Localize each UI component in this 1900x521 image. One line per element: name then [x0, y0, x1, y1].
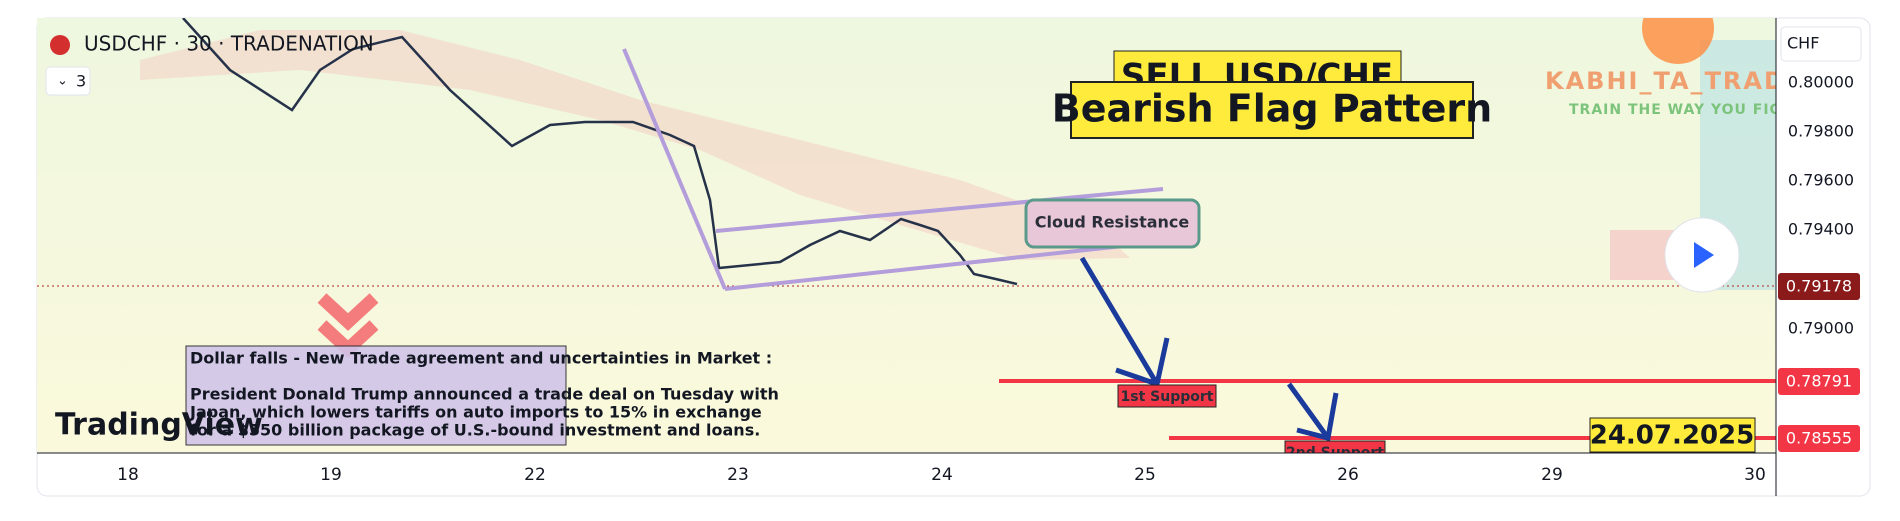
- news-box: [185, 345, 567, 446]
- flag-lower: [724, 239, 1170, 291]
- arrow-head: [1296, 392, 1339, 442]
- plot-layer: Cloud Resistance 1st Support 2nd Support…: [37, 18, 1786, 461]
- title-box: [1070, 81, 1474, 139]
- label-box: [1117, 384, 1217, 408]
- price-label: 0.79400: [1788, 220, 1854, 239]
- date-label: 18: [117, 465, 139, 485]
- level-price: 0.78791: [1786, 372, 1852, 391]
- flag-upper: [715, 187, 1164, 233]
- label-box: [1284, 440, 1386, 453]
- date-text: 24.07.2025: [1590, 421, 1754, 451]
- date-box: [1589, 417, 1756, 453]
- flag-pole: [622, 48, 727, 290]
- indicator-toggle[interactable]: [45, 66, 91, 96]
- arrow: [1286, 382, 1331, 440]
- date-labels: 18 19 22 23 24 25 26 29 30: [117, 465, 1766, 485]
- price-label: 0.79000: [1788, 319, 1854, 338]
- date-label: 26: [1337, 465, 1359, 485]
- current-price: 0.79178: [1786, 277, 1852, 296]
- tradingview-logo: TradingView: [55, 408, 263, 443]
- price-line: [182, 18, 1018, 286]
- price-tag: [1778, 273, 1860, 300]
- arrow: [1079, 256, 1160, 386]
- price-tag: [1778, 368, 1860, 395]
- date-label: 25: [1134, 465, 1156, 485]
- toggle-icon[interactable]: ⌄: [57, 74, 68, 89]
- symbol[interactable]: USDCHF · 30 · TRADENATION: [84, 32, 374, 56]
- price-label: 0.79600: [1788, 171, 1854, 190]
- arrow-head: [1115, 337, 1170, 388]
- price-label: 0.79800: [1788, 122, 1854, 141]
- date-label: 30: [1744, 465, 1766, 485]
- support-label: 1st Support: [1121, 389, 1214, 405]
- callout-text: Cloud Resistance: [1035, 213, 1190, 232]
- date-label: 29: [1541, 465, 1563, 485]
- play-icon[interactable]: [1694, 242, 1714, 268]
- news-line: President Donald Trump announced a trade…: [190, 385, 779, 404]
- flag-icon: [50, 35, 70, 55]
- date-label: 23: [727, 465, 749, 485]
- date-label: 22: [524, 465, 546, 485]
- currency-button[interactable]: [1780, 26, 1862, 62]
- support-label: 2nd Support: [1286, 445, 1384, 461]
- tagline: TRAIN THE WAY YOU FIG: [1569, 102, 1782, 118]
- currency[interactable]: CHF: [1787, 34, 1819, 53]
- date-label: 24: [931, 465, 953, 485]
- price-tag: [1778, 425, 1860, 452]
- brand-logo: [1642, 18, 1714, 64]
- news-line: for a $550 billion package of U.S.-bound…: [190, 421, 760, 440]
- news-line: Japan, which lowers tariffs on auto impo…: [189, 403, 762, 422]
- price-label: 0.80000: [1788, 73, 1854, 92]
- ichimoku-cloud: [140, 30, 1130, 260]
- price-labels: 0.80000 0.79800 0.79600 0.79400 0.79000: [1788, 73, 1854, 338]
- date-label: 19: [320, 465, 342, 485]
- level-price: 0.78555: [1786, 429, 1852, 448]
- pattern-title: Bearish Flag Pattern: [1052, 87, 1492, 131]
- news-headline: Dollar falls - New Trade agreement and u…: [190, 349, 772, 368]
- indicator-count[interactable]: 3: [76, 72, 86, 91]
- callout-box: [1024, 198, 1201, 249]
- brand: KABHI_TA_TRAD: [1545, 67, 1786, 95]
